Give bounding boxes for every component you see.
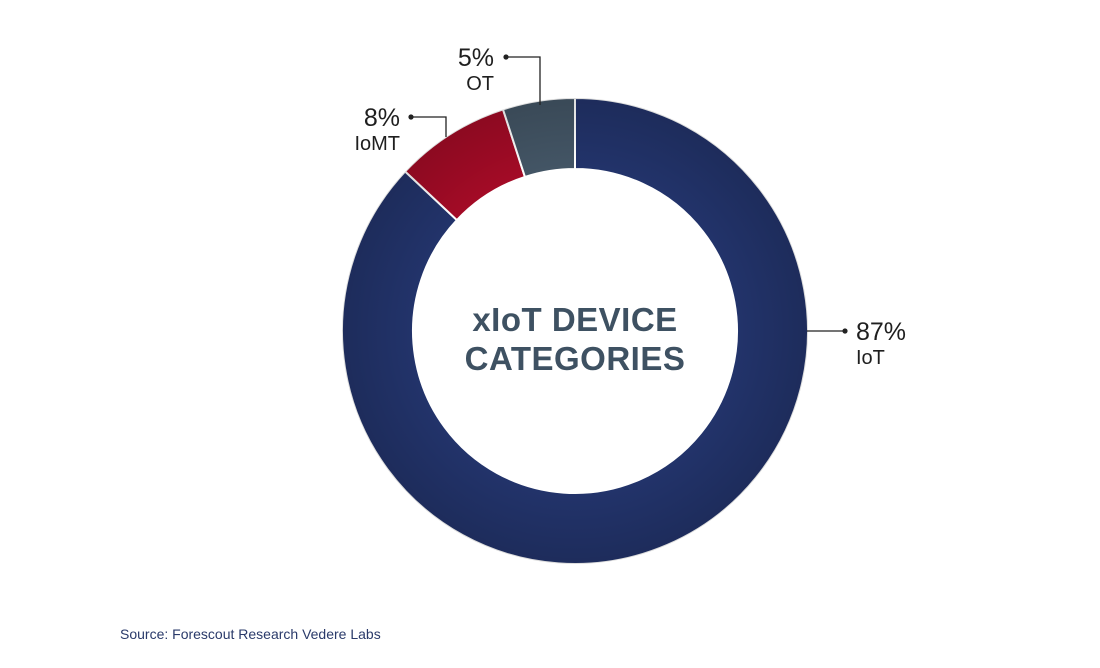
- callout-line-iomt: [411, 116, 447, 137]
- callout-dot-ot: [503, 54, 509, 60]
- center-title-line-1: xIoT DEVICE: [472, 301, 677, 338]
- slice-callouts: 87%IoT 8%IoMT 5%OT: [354, 44, 906, 369]
- value-label-iot: 87%: [856, 318, 906, 346]
- value-label-ot: 5%: [458, 44, 494, 72]
- callout-dot-iot: [842, 328, 848, 334]
- category-label-ot: OT: [466, 73, 494, 95]
- category-label-iomt: IoMT: [354, 133, 400, 155]
- value-label-iomt: 8%: [364, 104, 400, 132]
- center-title-line-2: CATEGORIES: [465, 340, 686, 377]
- callout-dot-iomt: [408, 114, 414, 120]
- category-label-iot: IoT: [856, 347, 885, 369]
- source-note: Source: Forescout Research Vedere Labs: [120, 626, 381, 642]
- callout-line-ot: [506, 56, 541, 105]
